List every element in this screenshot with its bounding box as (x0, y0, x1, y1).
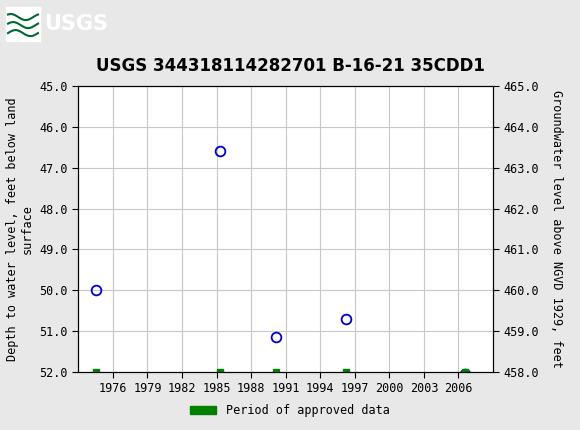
Text: USGS: USGS (44, 14, 108, 34)
Text: USGS 344318114282701 B-16-21 35CDD1: USGS 344318114282701 B-16-21 35CDD1 (96, 57, 484, 75)
Y-axis label: Depth to water level, feet below land
surface: Depth to water level, feet below land su… (6, 97, 34, 361)
Legend: Period of approved data: Period of approved data (186, 399, 394, 422)
Bar (6, 7, 40, 41)
Y-axis label: Groundwater level above NGVD 1929, feet: Groundwater level above NGVD 1929, feet (550, 90, 563, 368)
